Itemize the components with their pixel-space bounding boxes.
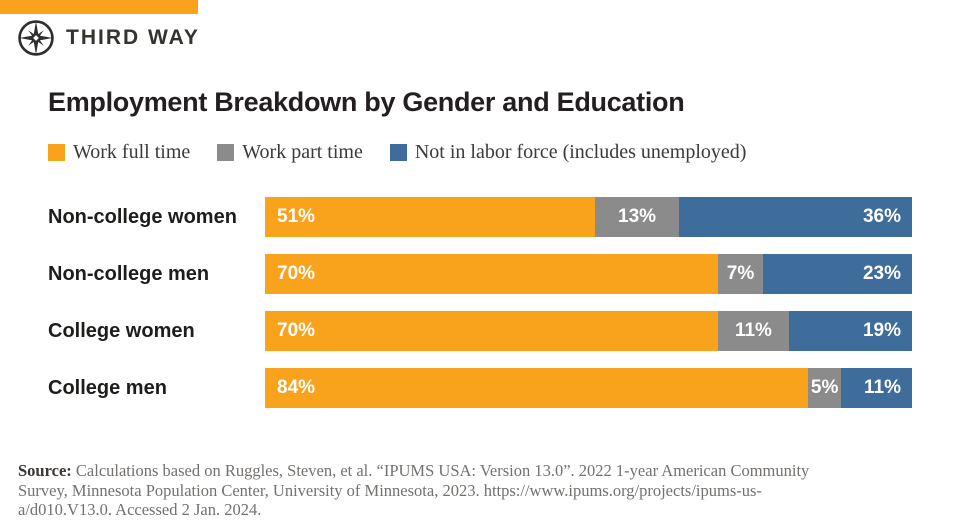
brand-accent-bar <box>0 0 198 14</box>
segment-full-time: 51% <box>265 197 595 237</box>
segment-value: 84% <box>277 377 316 398</box>
segment-not-in-labor-force: 11% <box>840 368 912 408</box>
legend-swatch-part-time <box>217 144 235 161</box>
segment-value: 7% <box>726 263 755 284</box>
segment-full-time: 70% <box>265 254 718 294</box>
segment-not-in-labor-force: 19% <box>789 311 912 351</box>
chart-title: Employment Breakdown by Gender and Educa… <box>48 87 685 117</box>
category-label: Non-college women <box>48 205 237 228</box>
source-line-1: Source: Calculations based on Ruggles, S… <box>18 461 810 480</box>
stacked-bar-chart: Non-college women 51% 13% 36% Non-colleg… <box>48 197 912 425</box>
legend-label-not-in-labor-force: Not in labor force (includes unemployed) <box>414 141 747 163</box>
stacked-bar: 70% 11% 19% <box>265 311 912 351</box>
segment-value: 5% <box>810 377 839 398</box>
category-label: College men <box>48 376 167 399</box>
stacked-bar: 51% 13% 36% <box>265 197 912 237</box>
segment-value: 11% <box>734 320 772 341</box>
bar-row-non-college-men: Non-college men 70% 7% 23% <box>48 254 912 294</box>
segment-value: 23% <box>862 263 901 284</box>
legend-swatch-full-time <box>48 144 65 161</box>
source-line-3: a/d010.V13.0. Accessed 2 Jan. 2024. <box>18 500 262 519</box>
stacked-bar: 70% 7% 23% <box>265 254 912 294</box>
source-label: Source: <box>18 461 72 480</box>
segment-value: 11% <box>863 377 901 398</box>
segment-value: 70% <box>277 320 316 341</box>
source-line-2: Survey, Minnesota Population Center, Uni… <box>18 480 762 500</box>
segment-not-in-labor-force: 36% <box>679 197 912 237</box>
legend-item-part-time: Work part time <box>217 141 363 164</box>
segment-value: 51% <box>277 206 316 227</box>
bar-row-college-women: College women 70% 11% 19% <box>48 311 912 351</box>
source-note: Source: Calculations based on Ruggles, S… <box>18 461 809 520</box>
segment-full-time: 84% <box>265 368 809 408</box>
segment-part-time: 5% <box>808 368 841 408</box>
legend-swatch-not-in-labor-force <box>389 144 407 161</box>
segment-value: 13% <box>618 206 657 227</box>
segment-part-time: 13% <box>594 197 680 237</box>
segment-not-in-labor-force: 23% <box>763 254 912 294</box>
category-label: College women <box>48 319 195 342</box>
segment-value: 70% <box>277 263 316 284</box>
segment-value: 19% <box>862 320 901 341</box>
bar-row-college-men: College men 84% 5% 11% <box>48 368 912 408</box>
legend-label-part-time: Work part time <box>242 141 363 163</box>
stacked-bar: 84% 5% 11% <box>265 368 912 408</box>
compass-star-icon <box>18 20 54 56</box>
legend-item-not-in-labor-force: Not in labor force (includes unemployed) <box>389 141 747 164</box>
category-label: Non-college men <box>48 262 210 285</box>
brand-name: THIRD WAY <box>66 26 200 49</box>
bar-row-non-college-women: Non-college women 51% 13% 36% <box>48 197 912 237</box>
legend: Work full time Work part time Not in lab… <box>48 141 746 164</box>
third-way-logo: THIRD WAY <box>17 19 200 57</box>
legend-label-full-time: Work full time <box>73 141 191 163</box>
segment-part-time: 7% <box>717 254 764 294</box>
legend-item-full-time: Work full time <box>48 141 190 164</box>
segment-part-time: 11% <box>717 311 790 351</box>
segment-value: 36% <box>862 206 901 227</box>
segment-full-time: 70% <box>265 311 718 351</box>
